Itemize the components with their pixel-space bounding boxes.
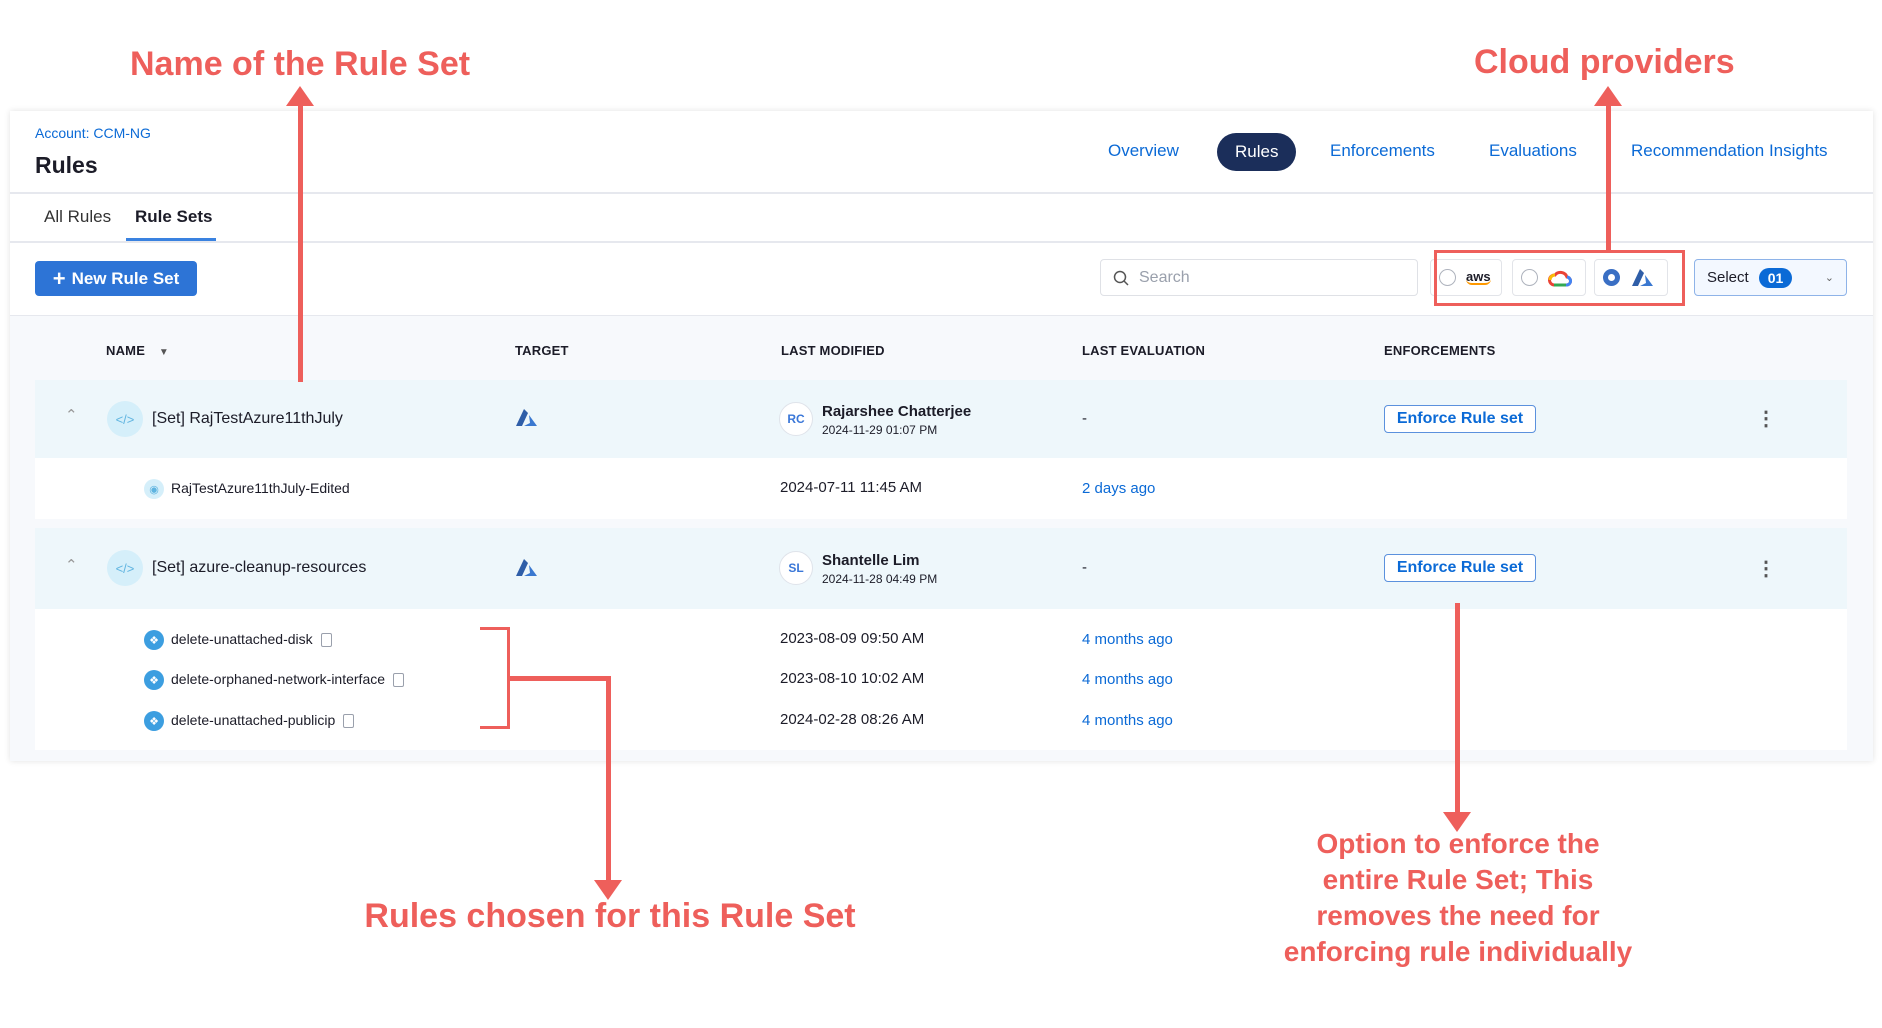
document-icon: [393, 673, 405, 688]
chevron-down-icon: ⌄: [1824, 272, 1834, 284]
tab-rule-sets[interactable]: Rule Sets: [135, 207, 213, 226]
rule-modified: 2023-08-10 10:02 AM: [780, 670, 925, 687]
collapse-chevron-icon[interactable]: ⌃: [65, 557, 78, 574]
divider: [10, 192, 1873, 194]
provider-azure-toggle[interactable]: [1594, 259, 1668, 296]
last-evaluation: -: [1082, 410, 1087, 427]
column-last-evaluation: LAST EVALUATION: [1082, 343, 1206, 358]
rule-row[interactable]: ◉ RajTestAzure11thJuly-Edited 2024-07-11…: [35, 458, 1847, 519]
search-icon: [1113, 270, 1129, 286]
breadcrumb[interactable]: Account: CCM-NG: [35, 125, 151, 141]
modified-date: 2024-11-28 04:49 PM: [822, 572, 938, 586]
azure-icon: [516, 409, 537, 426]
select-dropdown[interactable]: Select 01 ⌄: [1694, 259, 1847, 296]
rule-modified: 2024-02-28 08:26 AM: [780, 711, 925, 728]
column-last-modified: LAST MODIFIED: [781, 343, 885, 358]
enforce-rule-set-button[interactable]: Enforce Rule set: [1384, 405, 1536, 433]
google-cloud-icon: [1548, 270, 1572, 286]
rule-name[interactable]: delete-orphaned-network-interface: [171, 671, 405, 688]
rules-group: ❖ delete-unattached-disk 2023-08-09 09:5…: [35, 609, 1847, 750]
modified-by: Rajarshee Chatterjee: [822, 403, 972, 420]
column-name[interactable]: NAME ▼: [106, 343, 169, 358]
rule-set-row[interactable]: ⌃ </> [Set] RajTestAzure11thJuly RC Raja…: [35, 380, 1847, 458]
rule-icon: ❖: [144, 711, 164, 731]
rule-set-row[interactable]: ⌃ </> [Set] azure-cleanup-resources SL S…: [35, 528, 1847, 609]
arrow-head-icon: [594, 880, 622, 900]
tab-active-indicator: [126, 238, 216, 241]
avatar: SL: [779, 551, 813, 585]
rule-modified: 2024-07-11 11:45 AM: [780, 479, 923, 496]
column-target: TARGET: [515, 343, 569, 358]
providers-highlight-box: [1434, 250, 1685, 306]
rule-icon: ❖: [144, 670, 164, 690]
rule-last-evaluation[interactable]: 4 months ago: [1082, 712, 1173, 729]
annotation-arrow: [1606, 92, 1611, 250]
new-rule-set-button[interactable]: + New Rule Set: [35, 261, 197, 296]
arrow-head-icon: [1443, 812, 1471, 832]
modified-by: Shantelle Lim: [822, 552, 920, 569]
last-evaluation: -: [1082, 559, 1087, 576]
collapse-chevron-icon[interactable]: ⌃: [65, 407, 78, 424]
annotation-arrow: [606, 676, 611, 886]
plus-icon: +: [52, 265, 66, 291]
annotation-arrow: [510, 676, 611, 681]
rule-last-evaluation[interactable]: 4 months ago: [1082, 671, 1173, 688]
radio-aws[interactable]: [1439, 269, 1456, 286]
enforce-rule-set-button[interactable]: Enforce Rule set: [1384, 554, 1536, 582]
annotation-rules: Rules chosen for this Rule Set: [364, 897, 856, 935]
search-input[interactable]: Search: [1100, 259, 1418, 296]
nav-evaluations[interactable]: Evaluations: [1489, 141, 1577, 160]
rule-last-evaluation[interactable]: 4 months ago: [1082, 631, 1173, 648]
rule-icon: ❖: [144, 630, 164, 650]
rule-name[interactable]: RajTestAzure11thJuly-Edited: [171, 480, 350, 496]
select-count-badge: 01: [1758, 267, 1793, 288]
modified-date: 2024-11-29 01:07 PM: [822, 423, 938, 437]
provider-aws-toggle[interactable]: aws: [1430, 259, 1502, 296]
annotation-arrow: [298, 92, 303, 382]
avatar: RC: [779, 402, 813, 436]
rule-set-name[interactable]: [Set] azure-cleanup-resources: [152, 559, 367, 576]
nav-rules[interactable]: Rules: [1217, 133, 1297, 171]
sort-down-icon: ▼: [158, 347, 169, 358]
rule-set-icon: </>: [107, 550, 143, 586]
arrow-head-icon: [286, 86, 314, 106]
column-enforcements: ENFORCEMENTS: [1384, 343, 1496, 358]
document-icon: [320, 633, 332, 648]
rule-set-name[interactable]: [Set] RajTestAzure11thJuly: [152, 410, 343, 427]
nav-overview[interactable]: Overview: [1108, 141, 1179, 160]
provider-gcp-toggle[interactable]: [1512, 259, 1586, 296]
rule-last-evaluation[interactable]: 2 days ago: [1082, 480, 1156, 497]
arrow-head-icon: [1594, 86, 1622, 106]
page-title: Rules: [35, 152, 98, 178]
more-options-icon[interactable]: ⋮: [1756, 558, 1776, 580]
document-icon: [343, 714, 355, 729]
rules-bracket: [480, 627, 510, 729]
azure-icon: [516, 559, 537, 576]
rule-name[interactable]: delete-unattached-disk: [171, 631, 332, 648]
radio-azure[interactable]: [1603, 269, 1620, 286]
annotation-name: Name of the Rule Set: [130, 45, 471, 83]
radio-gcp[interactable]: [1521, 269, 1538, 286]
rule-icon: ◉: [144, 479, 164, 499]
annotation-providers: Cloud providers: [1474, 43, 1735, 81]
annotation-arrow: [1455, 603, 1460, 821]
nav-recommendation-insights[interactable]: Recommendation Insights: [1631, 141, 1828, 160]
nav-enforcements[interactable]: Enforcements: [1330, 141, 1435, 160]
tab-all-rules[interactable]: All Rules: [44, 207, 112, 226]
azure-icon: [1632, 268, 1653, 286]
aws-icon: aws: [1466, 268, 1491, 285]
rule-name[interactable]: delete-unattached-publicip: [171, 712, 355, 729]
annotation-enforce: Option to enforce the entire Rule Set; Th…: [1283, 828, 1633, 967]
more-options-icon[interactable]: ⋮: [1756, 408, 1776, 430]
divider: [10, 241, 1873, 243]
rule-modified: 2023-08-09 09:50 AM: [780, 630, 925, 647]
rule-set-icon: </>: [107, 401, 143, 437]
